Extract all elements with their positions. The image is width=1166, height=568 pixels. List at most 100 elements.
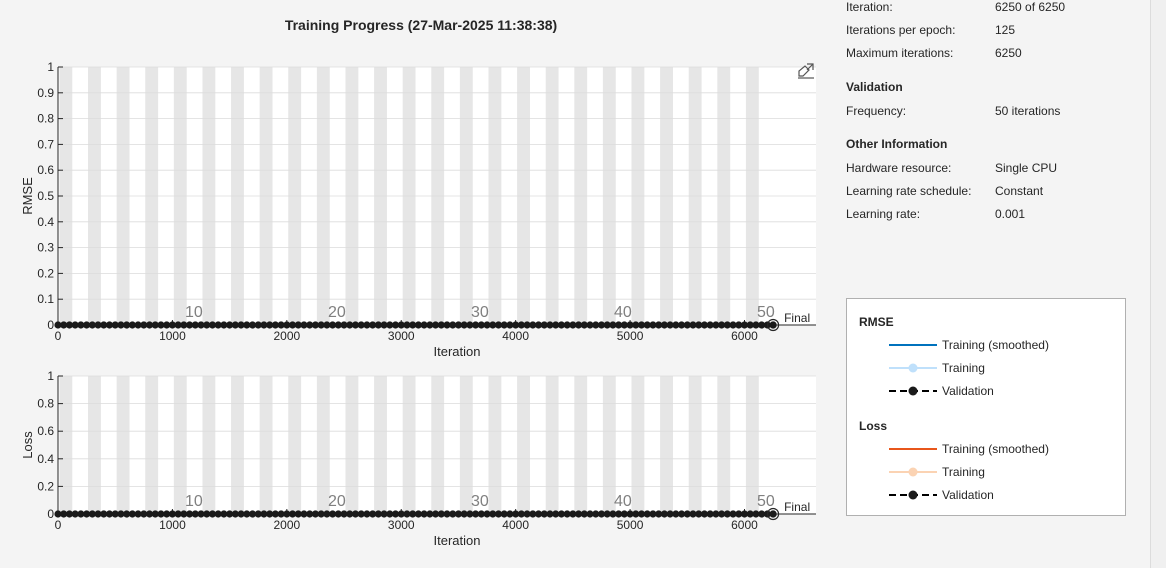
- validation-point: [346, 321, 354, 329]
- validation-point: [294, 510, 302, 518]
- validation-point: [105, 510, 114, 518]
- validation-point: [718, 510, 726, 518]
- info-row-maximum-iterations: Maximum iterations: 6250: [846, 46, 1136, 62]
- validation-point: [735, 321, 743, 329]
- validation-point: [632, 510, 640, 518]
- legend-label: Training (smoothed): [942, 442, 1049, 456]
- validation-heading: Validation: [846, 80, 903, 94]
- validation-point: [431, 321, 440, 329]
- legend-sample-light-line: [889, 363, 937, 373]
- validation-point: [443, 510, 451, 518]
- info-key: Learning rate:: [846, 207, 921, 221]
- export-axes-icon[interactable]: [796, 62, 816, 80]
- validation-point: [615, 510, 623, 518]
- validation-point: [340, 510, 348, 518]
- validation-point: [140, 510, 148, 518]
- validation-point: [294, 321, 302, 329]
- legend-item-rmse-validation: Validation: [889, 384, 1119, 398]
- validation-point: [620, 321, 628, 329]
- validation-point: [277, 321, 285, 329]
- validation-point: [426, 321, 434, 329]
- validation-point: [83, 510, 91, 518]
- x-tick-label: 6000: [731, 329, 758, 343]
- epoch-band: [688, 376, 702, 514]
- validation-point: [700, 510, 709, 518]
- validation-point: [546, 321, 554, 329]
- validation-point: [306, 510, 314, 518]
- validation-point: [420, 321, 428, 329]
- validation-point: [328, 321, 337, 329]
- epoch-band: [316, 376, 330, 514]
- y-tick-label: 0.6: [37, 424, 54, 438]
- validation-point: [409, 321, 417, 329]
- info-row-iterations-per-epoch: Iterations per epoch: 125: [846, 23, 1136, 39]
- validation-point: [506, 321, 514, 329]
- validation-point: [706, 510, 714, 518]
- x-tick-label: 4000: [502, 329, 529, 343]
- validation-point: [712, 510, 720, 518]
- validation-point: [334, 510, 342, 518]
- epoch-band: [231, 376, 244, 514]
- validation-point: [220, 510, 228, 518]
- x-tick-label: 2000: [273, 518, 300, 532]
- validation-point: [695, 321, 703, 329]
- validation-point: [145, 510, 154, 518]
- epoch-band: [402, 376, 416, 514]
- y-axis-title: Loss: [20, 431, 35, 459]
- validation-point: [266, 321, 274, 329]
- legend-label: Validation: [942, 488, 994, 502]
- y-axis-title: RMSE: [20, 177, 35, 215]
- validation-point: [163, 321, 171, 329]
- validation-point: [197, 321, 205, 329]
- validation-point: [100, 510, 108, 518]
- epoch-band: [631, 376, 645, 514]
- legend-sample-solid-line: [889, 344, 937, 346]
- validation-point: [580, 510, 588, 518]
- validation-point: [637, 510, 646, 518]
- vertical-scrollbar[interactable]: [1150, 0, 1166, 568]
- validation-point: [369, 510, 377, 518]
- epoch-band: [259, 376, 273, 514]
- info-key: Frequency:: [846, 104, 907, 118]
- validation-point: [563, 510, 571, 518]
- validation-point: [683, 510, 691, 518]
- validation-point: [248, 321, 257, 329]
- validation-point: [163, 510, 171, 518]
- validation-point: [71, 321, 79, 329]
- validation-point: [374, 321, 382, 329]
- validation-point: [351, 510, 360, 518]
- validation-point: [174, 321, 182, 329]
- validation-point: [266, 510, 274, 518]
- validation-point: [689, 510, 697, 518]
- legend-sample-light-line: [889, 467, 937, 477]
- epoch-band: [431, 376, 445, 514]
- epoch-band: [602, 376, 616, 514]
- validation-point: [317, 321, 325, 329]
- validation-point: [77, 321, 85, 329]
- y-tick-label: 0: [47, 507, 54, 521]
- validation-point: [517, 321, 525, 329]
- validation-point: [191, 510, 199, 518]
- epoch-band: [574, 376, 588, 514]
- epoch-label: 40: [614, 493, 632, 510]
- validation-point: [60, 321, 68, 329]
- validation-point: [77, 510, 85, 518]
- validation-point: [65, 510, 74, 518]
- validation-point: [431, 510, 440, 518]
- validation-point: [134, 510, 142, 518]
- x-axis-title: Iteration: [434, 533, 481, 548]
- x-tick-label: 6000: [731, 518, 758, 532]
- validation-point: [151, 321, 159, 329]
- validation-point: [323, 321, 331, 329]
- validation-point: [117, 510, 125, 518]
- validation-point: [529, 510, 537, 518]
- validation-point: [666, 321, 674, 329]
- validation-point: [168, 510, 177, 518]
- epoch-label: 40: [614, 304, 632, 321]
- x-tick-label: 1000: [159, 518, 186, 532]
- validation-point: [706, 321, 714, 329]
- validation-point: [237, 321, 245, 329]
- validation-point: [437, 321, 445, 329]
- validation-point: [626, 510, 634, 518]
- validation-point: [454, 510, 463, 518]
